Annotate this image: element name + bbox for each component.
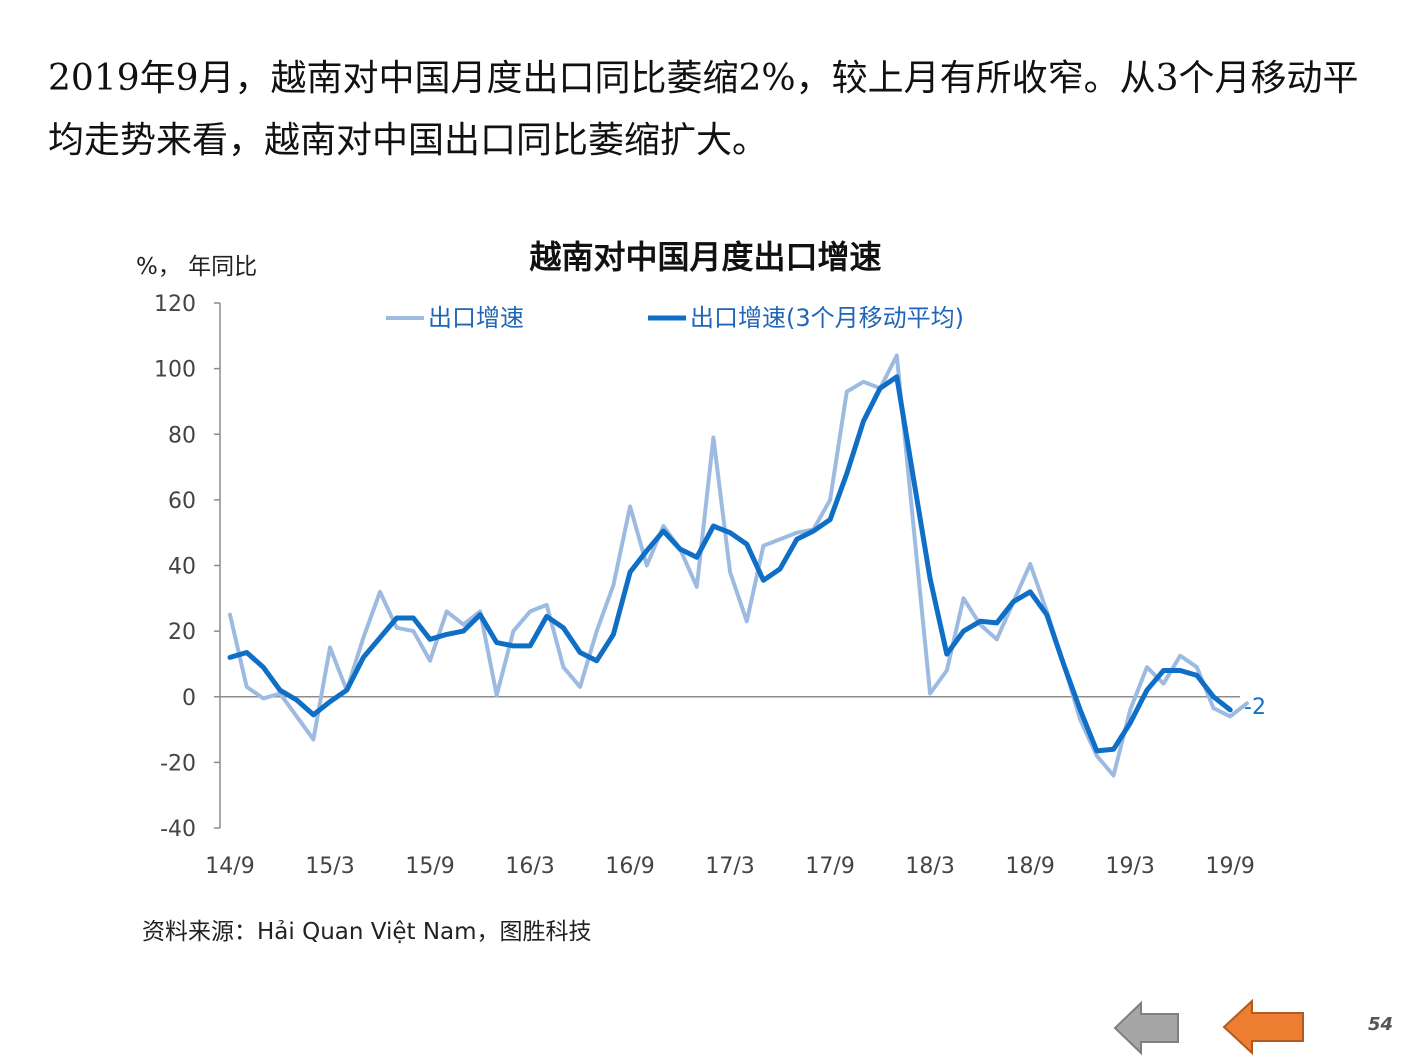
- y-tick-label: -20: [160, 751, 196, 776]
- y-tick-label: 20: [168, 620, 196, 645]
- headline-text: 2019年9月，越南对中国月度出口同比萎缩2%，较上月有所收窄。从3个月移动平均…: [48, 58, 1359, 161]
- x-tick-label: 15/3: [305, 854, 354, 879]
- x-tick-label: 18/9: [1005, 854, 1054, 879]
- previous-page-button[interactable]: [1113, 1000, 1181, 1056]
- next-page-button[interactable]: [1222, 998, 1306, 1056]
- y-tick-label: 120: [154, 292, 196, 317]
- y-tick-label: 80: [168, 423, 196, 448]
- x-tick-label: 16/3: [505, 854, 554, 879]
- x-tick-label: 17/3: [705, 854, 754, 879]
- source-note: 资料来源：Hải Quan Việt Nam，图胜科技: [142, 919, 592, 945]
- y-tick-label: 60: [168, 489, 196, 514]
- x-tick-label: 17/9: [805, 854, 854, 879]
- x-tick-label: 14/9: [205, 854, 254, 879]
- y-tick-label: 40: [168, 555, 196, 580]
- x-tick-label: 19/9: [1205, 854, 1254, 879]
- legend-label: 出口增速(3个月移动平均): [690, 304, 964, 332]
- x-tick-label: 15/9: [405, 854, 454, 879]
- series-line-export-growth: [228, 353, 1249, 778]
- series-line-export-growth-3m-ma: [227, 374, 1233, 754]
- y-axis-unit-label: %， 年同比: [136, 254, 258, 280]
- x-tick-label: 19/3: [1105, 854, 1154, 879]
- left-arrow-icon: [1113, 1000, 1179, 1056]
- y-tick-label: 0: [182, 686, 196, 711]
- end-value-label: -2: [1244, 695, 1266, 720]
- chart-title: 越南对中国月度出口增速: [529, 238, 882, 276]
- y-tick-label: 100: [154, 358, 196, 383]
- y-tick-label: -40: [160, 817, 196, 842]
- x-tick-label: 18/3: [905, 854, 954, 879]
- legend-label: 出口增速: [428, 304, 524, 332]
- left-arrow-icon: [1222, 998, 1304, 1056]
- x-tick-label: 16/9: [605, 854, 654, 879]
- page-number: 54: [1368, 1014, 1394, 1035]
